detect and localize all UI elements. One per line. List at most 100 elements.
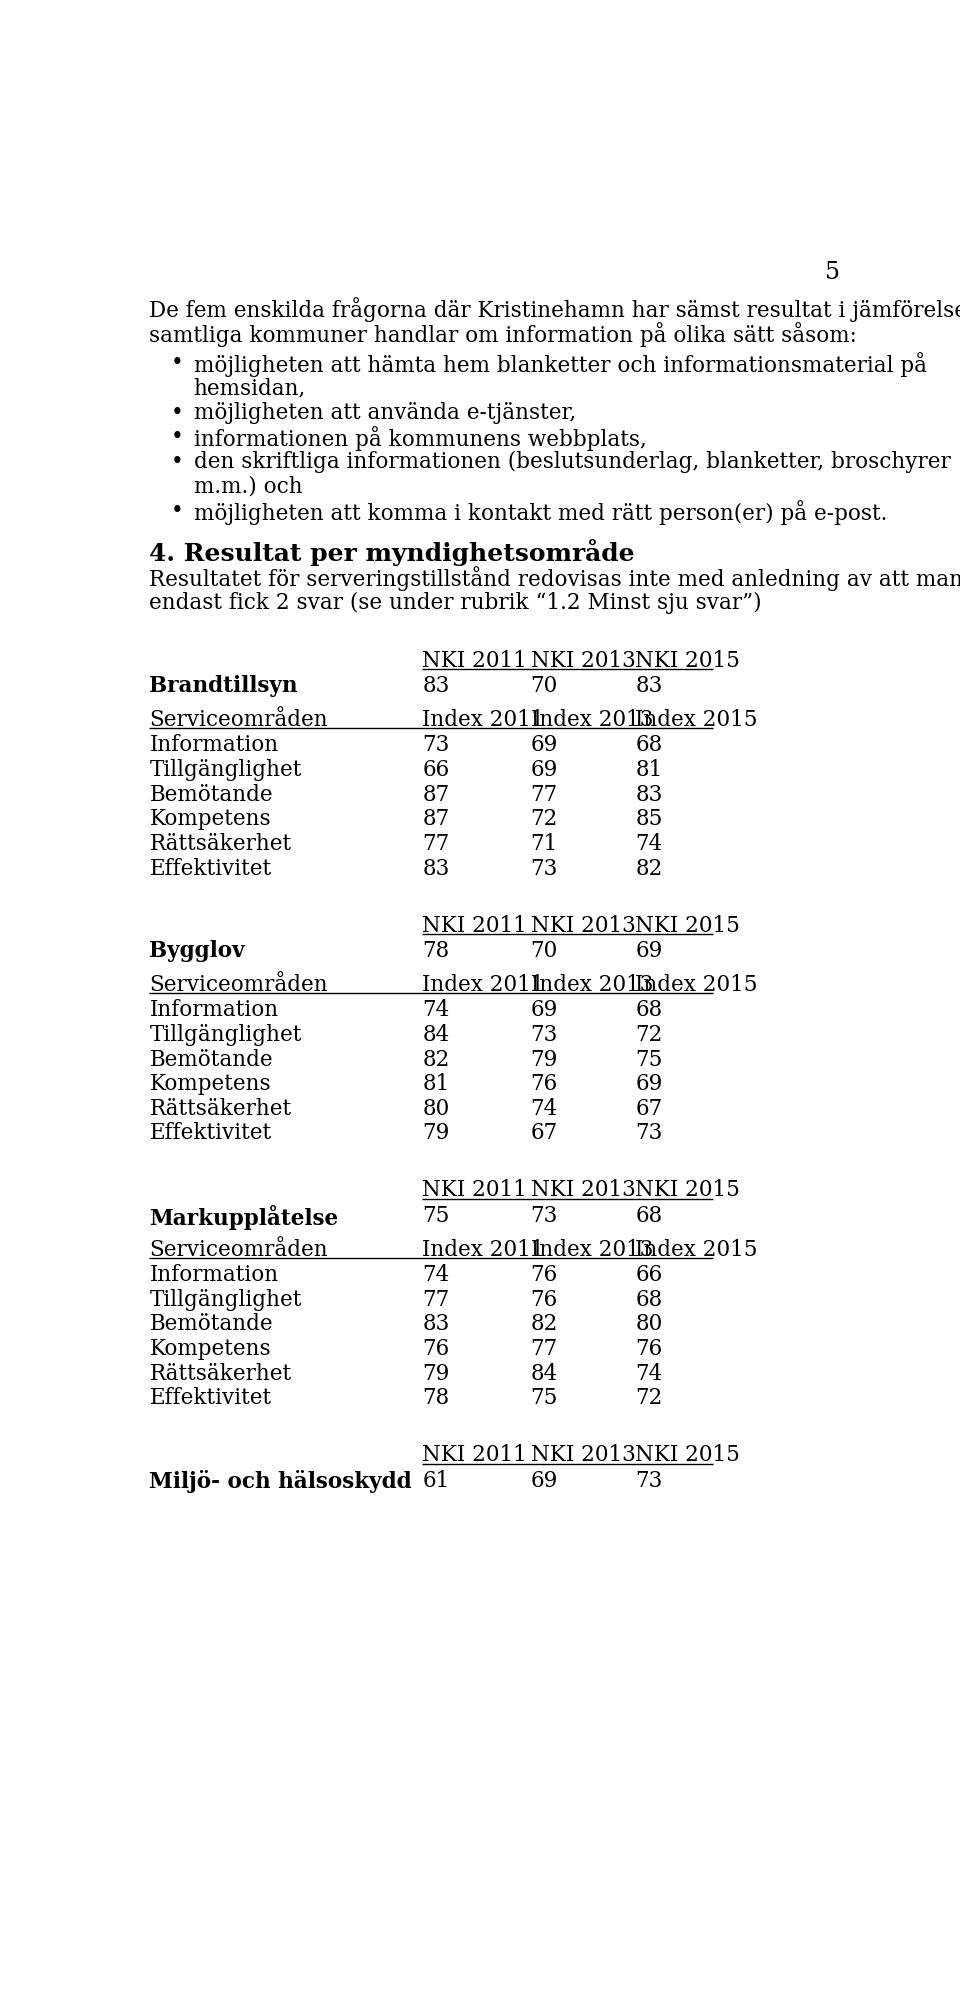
Text: 83: 83 xyxy=(636,784,662,806)
Text: Index 2013: Index 2013 xyxy=(531,710,653,732)
Text: Serviceområden: Serviceområden xyxy=(150,1238,328,1260)
Text: Tillgänglighet: Tillgänglighet xyxy=(150,1288,301,1310)
Text: 78: 78 xyxy=(422,1388,449,1410)
Text: 73: 73 xyxy=(531,1023,558,1047)
Text: Rättsäkerhet: Rättsäkerhet xyxy=(150,1362,292,1384)
Text: Tillgänglighet: Tillgänglighet xyxy=(150,1023,301,1047)
Text: •: • xyxy=(170,451,183,473)
Text: 77: 77 xyxy=(531,1338,558,1360)
Text: 61: 61 xyxy=(422,1470,449,1492)
Text: 83: 83 xyxy=(422,1314,449,1336)
Text: Serviceområden: Serviceområden xyxy=(150,973,328,995)
Text: möjligheten att använda e-tjänster,: möjligheten att använda e-tjänster, xyxy=(194,401,576,425)
Text: Index 2013: Index 2013 xyxy=(531,973,653,995)
Text: 72: 72 xyxy=(636,1388,662,1410)
Text: Index 2015: Index 2015 xyxy=(636,973,757,995)
Text: samtliga kommuner handlar om information på olika sätt såsom:: samtliga kommuner handlar om information… xyxy=(150,323,857,347)
Text: NKI 2011: NKI 2011 xyxy=(422,1178,527,1202)
Text: 5: 5 xyxy=(826,261,840,283)
Text: Effektivitet: Effektivitet xyxy=(150,857,272,879)
Text: 73: 73 xyxy=(636,1123,662,1145)
Text: 74: 74 xyxy=(422,999,449,1021)
Text: Miljö- och hälsoskydd: Miljö- och hälsoskydd xyxy=(150,1470,412,1494)
Text: 82: 82 xyxy=(531,1314,558,1336)
Text: •: • xyxy=(170,353,183,375)
Text: 84: 84 xyxy=(422,1023,449,1047)
Text: Information: Information xyxy=(150,999,278,1021)
Text: 67: 67 xyxy=(636,1099,662,1121)
Text: 68: 68 xyxy=(636,1204,662,1226)
Text: Bemötande: Bemötande xyxy=(150,1049,273,1071)
Text: 73: 73 xyxy=(636,1470,662,1492)
Text: 68: 68 xyxy=(636,1288,662,1310)
Text: 78: 78 xyxy=(422,939,449,961)
Text: 77: 77 xyxy=(422,833,449,855)
Text: 75: 75 xyxy=(636,1049,662,1071)
Text: NKI 2011: NKI 2011 xyxy=(422,650,527,672)
Text: informationen på kommunens webbplats,: informationen på kommunens webbplats, xyxy=(194,427,646,451)
Text: 68: 68 xyxy=(636,999,662,1021)
Text: 77: 77 xyxy=(422,1288,449,1310)
Text: 75: 75 xyxy=(422,1204,449,1226)
Text: Brandtillsyn: Brandtillsyn xyxy=(150,676,298,698)
Text: 79: 79 xyxy=(422,1362,449,1384)
Text: Index 2011: Index 2011 xyxy=(422,710,544,732)
Text: NKI 2013: NKI 2013 xyxy=(531,915,636,937)
Text: 87: 87 xyxy=(422,784,449,806)
Text: 71: 71 xyxy=(531,833,558,855)
Text: 73: 73 xyxy=(531,1204,558,1226)
Text: 79: 79 xyxy=(422,1123,449,1145)
Text: 77: 77 xyxy=(531,784,558,806)
Text: Index 2011: Index 2011 xyxy=(422,973,544,995)
Text: Bygglov: Bygglov xyxy=(150,939,245,961)
Text: Serviceområden: Serviceområden xyxy=(150,710,328,732)
Text: Bemötande: Bemötande xyxy=(150,784,273,806)
Text: Kompetens: Kompetens xyxy=(150,808,271,830)
Text: Index 2013: Index 2013 xyxy=(531,1238,653,1260)
Text: 74: 74 xyxy=(636,1362,662,1384)
Text: De fem enskilda frågorna där Kristinehamn har sämst resultat i jämförelse med: De fem enskilda frågorna där Kristineham… xyxy=(150,297,960,321)
Text: 87: 87 xyxy=(422,808,449,830)
Text: NKI 2015: NKI 2015 xyxy=(636,915,740,937)
Text: Information: Information xyxy=(150,734,278,756)
Text: •: • xyxy=(170,427,183,449)
Text: 70: 70 xyxy=(531,676,558,698)
Text: 76: 76 xyxy=(531,1288,558,1310)
Text: •: • xyxy=(170,401,183,425)
Text: 81: 81 xyxy=(422,1073,449,1095)
Text: 74: 74 xyxy=(531,1099,558,1121)
Text: möjligheten att komma i kontakt med rätt person(er) på e-post.: möjligheten att komma i kontakt med rätt… xyxy=(194,500,887,524)
Text: 76: 76 xyxy=(636,1338,662,1360)
Text: Tillgänglighet: Tillgänglighet xyxy=(150,760,301,782)
Text: m.m.) och: m.m.) och xyxy=(194,477,302,498)
Text: 84: 84 xyxy=(531,1362,558,1384)
Text: 83: 83 xyxy=(422,676,449,698)
Text: 69: 69 xyxy=(531,999,558,1021)
Text: den skriftliga informationen (beslutsunderlag, blanketter, broschyrer: den skriftliga informationen (beslutsund… xyxy=(194,451,950,473)
Text: NKI 2015: NKI 2015 xyxy=(636,1444,740,1466)
Text: NKI 2013: NKI 2013 xyxy=(531,650,636,672)
Text: 66: 66 xyxy=(422,760,449,782)
Text: 74: 74 xyxy=(636,833,662,855)
Text: 76: 76 xyxy=(531,1073,558,1095)
Text: 76: 76 xyxy=(422,1338,449,1360)
Text: •: • xyxy=(170,500,183,522)
Text: hemsidan,: hemsidan, xyxy=(194,377,306,399)
Text: 75: 75 xyxy=(531,1388,558,1410)
Text: NKI 2013: NKI 2013 xyxy=(531,1178,636,1202)
Text: Markupplåtelse: Markupplåtelse xyxy=(150,1204,339,1230)
Text: Information: Information xyxy=(150,1264,278,1286)
Text: NKI 2015: NKI 2015 xyxy=(636,650,740,672)
Text: 85: 85 xyxy=(636,808,662,830)
Text: 79: 79 xyxy=(531,1049,558,1071)
Text: 68: 68 xyxy=(636,734,662,756)
Text: Bemötande: Bemötande xyxy=(150,1314,273,1336)
Text: NKI 2015: NKI 2015 xyxy=(636,1178,740,1202)
Text: NKI 2011: NKI 2011 xyxy=(422,915,527,937)
Text: 83: 83 xyxy=(422,857,449,879)
Text: Rättsäkerhet: Rättsäkerhet xyxy=(150,1099,292,1121)
Text: Kompetens: Kompetens xyxy=(150,1338,271,1360)
Text: endast fick 2 svar (se under rubrik “1.2 Minst sju svar”): endast fick 2 svar (se under rubrik “1.2… xyxy=(150,592,762,614)
Text: 67: 67 xyxy=(531,1123,558,1145)
Text: Effektivitet: Effektivitet xyxy=(150,1388,272,1410)
